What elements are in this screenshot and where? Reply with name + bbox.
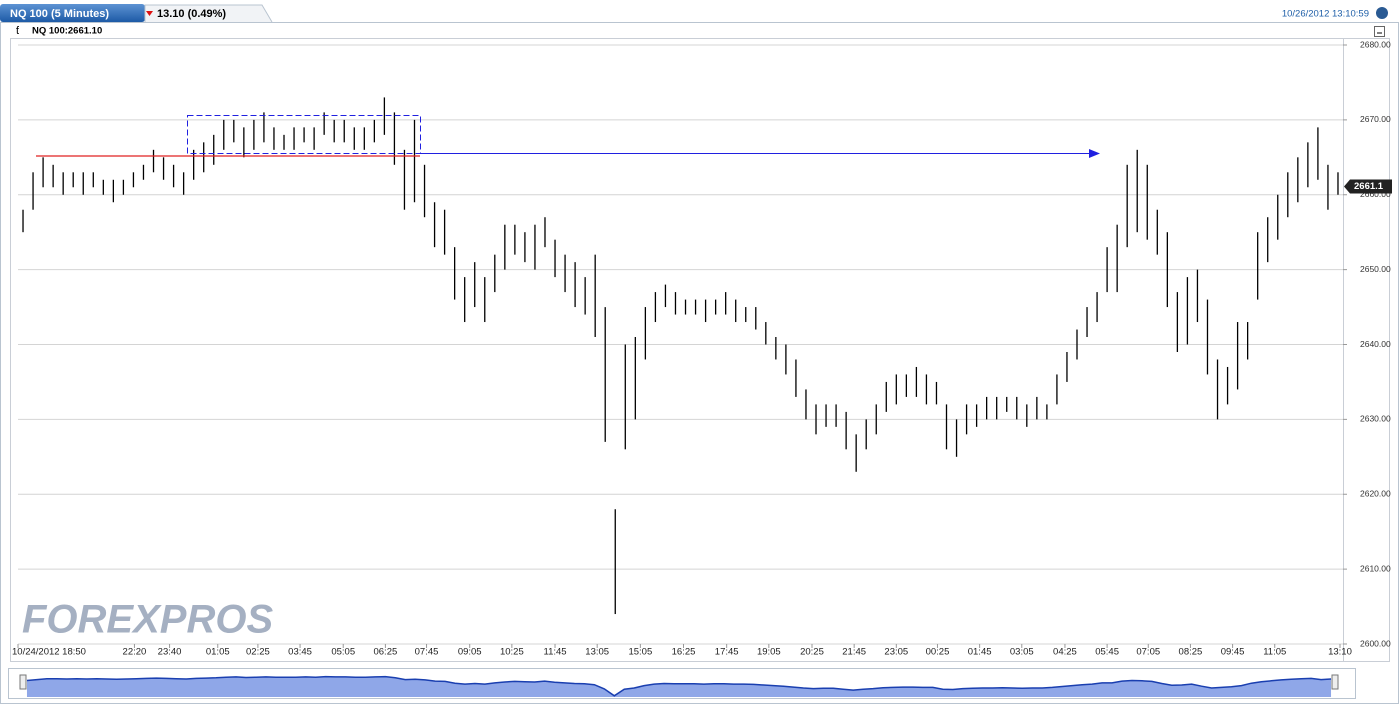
x-tick-label: 23:40: [158, 647, 182, 658]
x-tick-label: 08:25: [1179, 647, 1203, 658]
x-tick-label: 04:25: [1053, 647, 1077, 658]
x-tick-label: 01:45: [968, 647, 992, 658]
y-tick-label: 2620.00: [1360, 489, 1391, 499]
tab[interactable]: [0, 4, 145, 22]
x-tick-label: 00:25: [926, 647, 950, 658]
x-tick-label: 22:20: [123, 647, 147, 658]
nav-area: [26, 676, 1332, 697]
x-tick-label: 19:05: [757, 647, 781, 658]
x-tick-label: 10/24/2012 18:50: [12, 647, 86, 658]
y-tick-label: 2680.00: [1360, 39, 1391, 49]
x-tick-label: 07:45: [415, 647, 439, 658]
x-tick-label: 13:05: [585, 647, 609, 658]
watermark: FOREXPROS: [22, 598, 273, 642]
y-tick-label: 2610.00: [1360, 563, 1391, 573]
y-tick-label: 2640.00: [1360, 339, 1391, 349]
x-tick-label: 01:05: [206, 647, 230, 658]
drawn-box: [187, 115, 421, 154]
legend: NQ 100:2661.10: [32, 26, 102, 37]
x-tick-label: 17:45: [715, 647, 739, 658]
plot-frame: [10, 38, 1390, 662]
y-tick-label: 2670.00: [1360, 114, 1391, 124]
x-tick-label: 07:05: [1136, 647, 1160, 658]
x-tick-label: 03:45: [288, 647, 312, 658]
x-tick-label: 11:05: [1263, 647, 1286, 658]
nav-handle-right[interactable]: [1331, 674, 1339, 690]
settings-button[interactable]: [1376, 7, 1388, 19]
timestamp: 10/26/2012 13:10:59: [1282, 9, 1369, 20]
legend-icon: ƭ: [16, 25, 19, 37]
y-tick-label: 2660.00: [1360, 189, 1391, 199]
nav-line: [26, 675, 1332, 697]
x-tick-label: 21:45: [842, 647, 866, 658]
x-tick-label: 13:10: [1328, 647, 1352, 658]
x-tick-label: 10:25: [500, 647, 524, 658]
minimize-button[interactable]: [1374, 26, 1385, 37]
x-tick-label: 16:25: [672, 647, 696, 658]
y-tick-label: 2650.00: [1360, 264, 1391, 274]
x-tick-label: 06:25: [373, 647, 397, 658]
x-tick-label: 05:05: [331, 647, 355, 658]
x-tick-label: 03:05: [1010, 647, 1034, 658]
tab-title: NQ 100 (5 Minutes): [10, 8, 109, 20]
nav-handle-left[interactable]: [19, 674, 27, 690]
x-tick-label: 05:45: [1095, 647, 1119, 658]
arrow-head: [1089, 149, 1100, 158]
change-tab: [144, 4, 273, 23]
x-tick-label: 11:45: [543, 647, 566, 658]
x-tick-label: 23:05: [884, 647, 908, 658]
y-tick-label: 2600.00: [1360, 638, 1391, 648]
price-tag-label: 2661.1: [1354, 181, 1384, 192]
x-tick-label: 15:05: [628, 647, 652, 658]
down-arrow: [146, 11, 153, 16]
x-tick-label: 20:25: [800, 647, 824, 658]
change: 13.10 (0.49%): [157, 8, 226, 20]
y-tick-label: 2630.00: [1360, 414, 1391, 424]
x-tick-label: 09:05: [458, 647, 482, 658]
price-tag: [1344, 179, 1392, 194]
x-tick-label: 09:45: [1221, 647, 1245, 658]
x-tick-label: 02:25: [246, 647, 270, 658]
